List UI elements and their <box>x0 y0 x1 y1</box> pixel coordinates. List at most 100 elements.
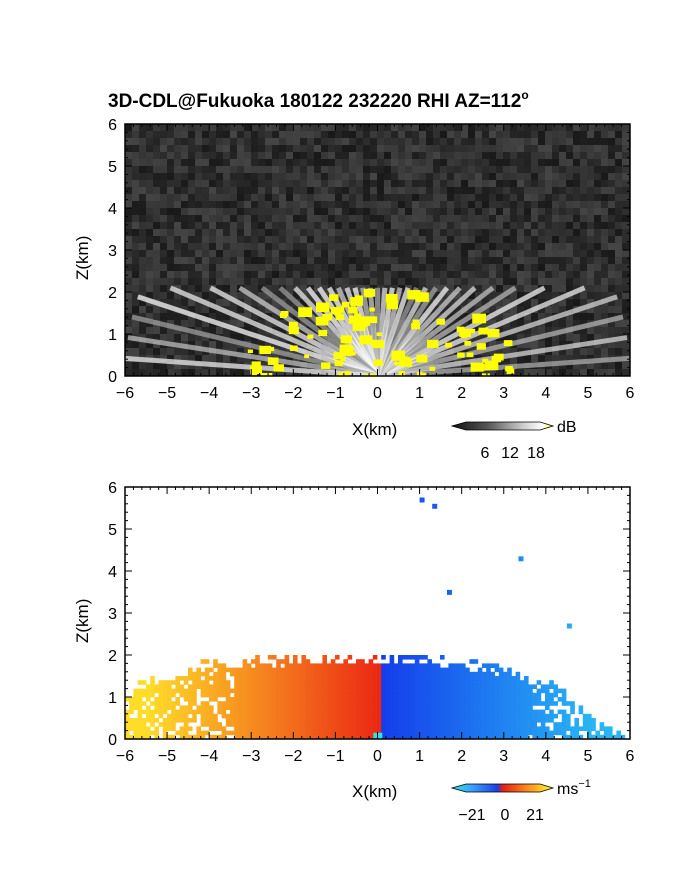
reflectivity-noise-cell <box>230 159 237 166</box>
velocity-cell <box>410 726 416 731</box>
velocity-cell <box>435 705 441 710</box>
reflectivity-noise-cell <box>139 320 146 327</box>
reflectivity-noise-cell <box>195 285 202 292</box>
velocity-cell <box>364 680 369 685</box>
reflectivity-noise-cell <box>601 341 608 348</box>
reflectivity-noise-cell <box>405 208 412 215</box>
velocity-cell <box>188 684 193 689</box>
reflectivity-noise-cell <box>503 131 510 138</box>
reflectivity-noise-cell <box>188 320 195 327</box>
reflectivity-noise-cell <box>566 236 573 243</box>
reflectivity-noise-cell <box>244 215 251 222</box>
reflectivity-noise-cell <box>349 159 356 166</box>
reflectivity-noise-cell <box>321 152 328 159</box>
reflectivity-noise-cell <box>468 250 475 257</box>
velocity-cell <box>452 684 458 689</box>
velocity-cell <box>448 692 453 698</box>
velocity-cell <box>351 663 357 668</box>
velocity-cell <box>183 734 189 739</box>
reflectivity-noise-cell <box>195 208 202 215</box>
velocity-cell <box>213 722 218 727</box>
velocity-cell <box>255 713 260 719</box>
reflectivity-noise-cell <box>181 215 188 222</box>
velocity-cell <box>419 655 424 660</box>
reflectivity-noise-cell <box>601 250 608 257</box>
reflectivity-noise-cell <box>433 215 440 222</box>
velocity-cell <box>267 676 273 681</box>
reflectivity-noise-cell <box>524 201 531 208</box>
reflectivity-noise-cell <box>587 306 594 313</box>
reflectivity-noise-cell <box>552 278 559 285</box>
velocity-cell <box>511 692 516 698</box>
velocity-cell <box>511 734 516 739</box>
velocity-cell <box>272 713 277 719</box>
velocity-cell <box>259 734 264 739</box>
velocity-cell <box>288 663 294 668</box>
reflectivity-noise-cell <box>244 131 251 138</box>
reflectivity-noise-cell <box>153 278 160 285</box>
velocity-cell <box>200 722 206 727</box>
reflectivity-noise-cell <box>195 194 202 201</box>
reflectivity-noise-cell <box>251 285 258 292</box>
velocity-cell <box>150 730 155 736</box>
velocity-cell <box>309 667 315 673</box>
reflectivity-noise-cell <box>566 257 573 264</box>
velocity-cell <box>389 659 395 664</box>
reflectivity-noise-cell <box>335 243 342 250</box>
reflectivity-noise-cell <box>370 131 377 138</box>
velocity-cell <box>503 701 508 706</box>
velocity-cell <box>322 667 327 673</box>
reflectivity-noise-cell <box>594 152 601 159</box>
reflectivity-noise-cell <box>608 278 615 285</box>
velocity-cell <box>385 718 390 723</box>
velocity-cell <box>158 709 164 715</box>
reflectivity-noise-cell <box>419 215 426 222</box>
velocity-cell <box>381 671 386 677</box>
velocity-cell <box>314 663 319 668</box>
x-tick-label: −6 <box>116 385 134 402</box>
reflectivity-noise-cell <box>573 334 580 341</box>
velocity-cell <box>133 692 138 698</box>
reflectivity-noise-cell <box>531 236 538 243</box>
reflectivity-noise-cell <box>188 145 195 152</box>
velocity-cell <box>213 697 218 702</box>
reflectivity-noise-cell <box>300 180 307 187</box>
reflectivity-noise-cell <box>496 173 503 180</box>
reflectivity-noise-cell <box>566 124 573 131</box>
reflectivity-noise-cell <box>412 271 419 278</box>
velocity-cell <box>351 730 357 736</box>
reflectivity-noise-cell <box>622 194 629 201</box>
velocity-cell <box>469 705 474 710</box>
reflectivity-noise-cell <box>503 313 510 320</box>
reflectivity-noise-cell <box>286 194 293 201</box>
reflectivity-noise-cell <box>517 152 524 159</box>
reflectivity-noise-cell <box>202 173 209 180</box>
reflectivity-noise-cell <box>286 348 293 355</box>
velocity-cell <box>259 701 264 706</box>
reflectivity-noise-cell <box>468 229 475 236</box>
reflectivity-noise-cell <box>265 320 272 327</box>
velocity-cell <box>414 709 420 715</box>
reflectivity-noise-cell <box>237 369 244 376</box>
reflectivity-noise-cell <box>503 208 510 215</box>
reflectivity-noise-cell <box>573 313 580 320</box>
velocity-cell <box>553 692 558 698</box>
reflectivity-noise-cell <box>552 243 559 250</box>
reflectivity-noise-cell <box>223 131 230 138</box>
velocity-cell <box>423 722 428 727</box>
velocity-cell <box>322 709 327 715</box>
reflectivity-noise-cell <box>566 131 573 138</box>
reflectivity-noise-cell <box>153 271 160 278</box>
reflectivity-noise-cell <box>265 271 272 278</box>
velocity-cell <box>276 730 281 736</box>
reflectivity-noise-cell <box>545 145 552 152</box>
reflectivity-noise-cell <box>237 334 244 341</box>
reflectivity-noise-cell <box>258 292 265 299</box>
velocity-cell <box>154 734 159 739</box>
velocity-cell <box>318 709 323 715</box>
velocity-cell <box>553 688 558 694</box>
reflectivity-noise-cell <box>195 278 202 285</box>
reflectivity-noise-cell <box>314 187 321 194</box>
velocity-cell <box>133 697 138 702</box>
velocity-cell <box>204 688 210 694</box>
